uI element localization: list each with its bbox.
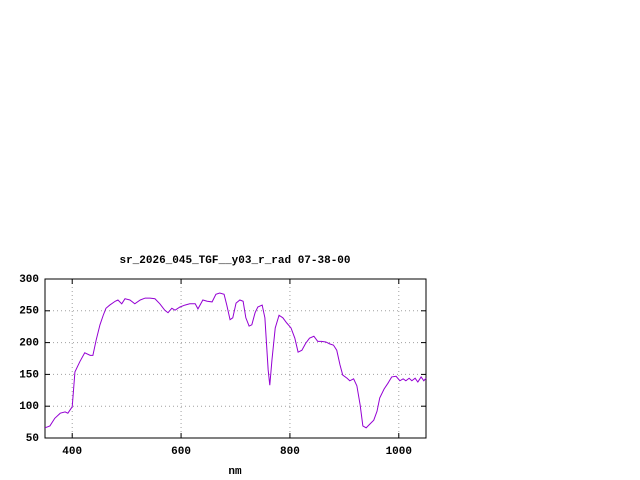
chart-title: sr_2026_045_TGF__y03_r_rad 07-38-00 <box>119 255 350 267</box>
data-line <box>44 292 427 429</box>
y-tick-label: 250 <box>19 306 39 318</box>
y-tick-label: 100 <box>19 401 39 413</box>
y-tick-label: 150 <box>19 369 39 381</box>
y-tick-label: 300 <box>19 274 39 286</box>
y-tick-label: 200 <box>19 338 39 350</box>
y-tick-label: 50 <box>26 433 39 445</box>
x-tick-label: 800 <box>280 446 300 458</box>
x-tick-label: 400 <box>62 446 82 458</box>
x-tick-label: 600 <box>171 446 191 458</box>
x-axis-label: nm <box>228 466 242 478</box>
x-tick-label: 1000 <box>386 446 412 458</box>
plot-border <box>44 278 427 439</box>
